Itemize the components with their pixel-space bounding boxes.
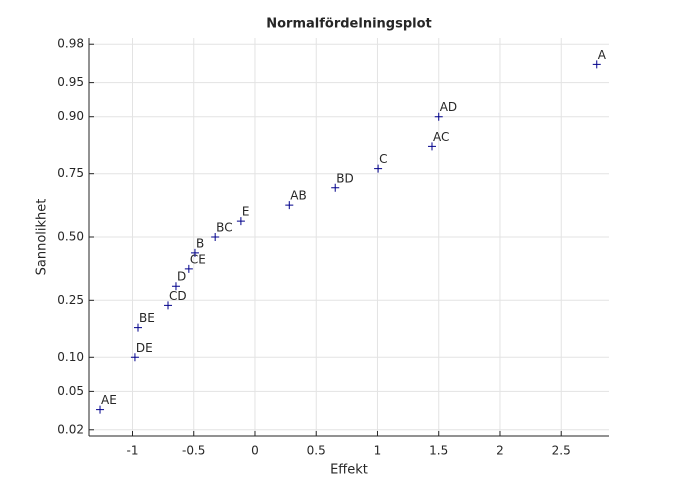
x-tick-label: 0 — [251, 444, 259, 458]
point-label: BE — [139, 311, 155, 325]
chart-title: Normalfördelningsplot — [266, 17, 432, 32]
point — [130, 353, 139, 362]
point-label: AC — [433, 130, 449, 144]
point — [133, 323, 142, 332]
y-tick-label: 0.25 — [57, 293, 84, 307]
point — [374, 164, 383, 173]
point-label: BD — [336, 171, 353, 185]
point-label: E — [242, 205, 250, 219]
x-tick-label: 2.5 — [552, 444, 571, 458]
point — [211, 233, 220, 241]
y-tick-label: 0.95 — [57, 75, 84, 89]
y-tick-label: 0.50 — [57, 230, 84, 244]
point — [190, 248, 199, 257]
y-tick-label: 0.02 — [57, 422, 84, 436]
point — [96, 405, 105, 414]
point — [285, 201, 294, 210]
x-tick-label: 2 — [496, 444, 504, 458]
x-axis-label: Effekt — [330, 463, 368, 478]
point-label: B — [196, 236, 204, 250]
y-tick-label: 0.05 — [57, 384, 84, 398]
x-tick-label: 1 — [374, 444, 382, 458]
y-tick-label: 0.10 — [57, 350, 84, 364]
point — [171, 282, 180, 291]
x-tick-label: 1.5 — [429, 444, 448, 458]
y-tick-label: 0.90 — [57, 109, 84, 123]
point-label: AB — [290, 189, 306, 203]
point-label: A — [598, 48, 607, 62]
x-tick-label: -1 — [127, 444, 139, 458]
point — [236, 217, 245, 226]
point — [427, 142, 436, 151]
point — [164, 301, 173, 310]
point — [184, 264, 193, 273]
y-tick-label: 0.75 — [57, 166, 84, 180]
point-label: AE — [101, 393, 117, 407]
point-label: BC — [216, 221, 232, 235]
point — [434, 112, 443, 121]
x-tick-label: 0.5 — [307, 444, 326, 458]
point-label: AD — [440, 100, 457, 114]
point — [592, 60, 601, 69]
point — [331, 183, 340, 192]
point-label: DE — [136, 341, 153, 355]
point-label: CE — [190, 252, 206, 266]
point-label: D — [177, 270, 186, 284]
y-axis-label: Sannolikhet — [35, 199, 50, 276]
point-label: C — [379, 152, 387, 166]
point-label: CD — [169, 289, 187, 303]
y-tick-label: 0.98 — [57, 37, 84, 51]
x-tick-label: -0.5 — [182, 444, 205, 458]
